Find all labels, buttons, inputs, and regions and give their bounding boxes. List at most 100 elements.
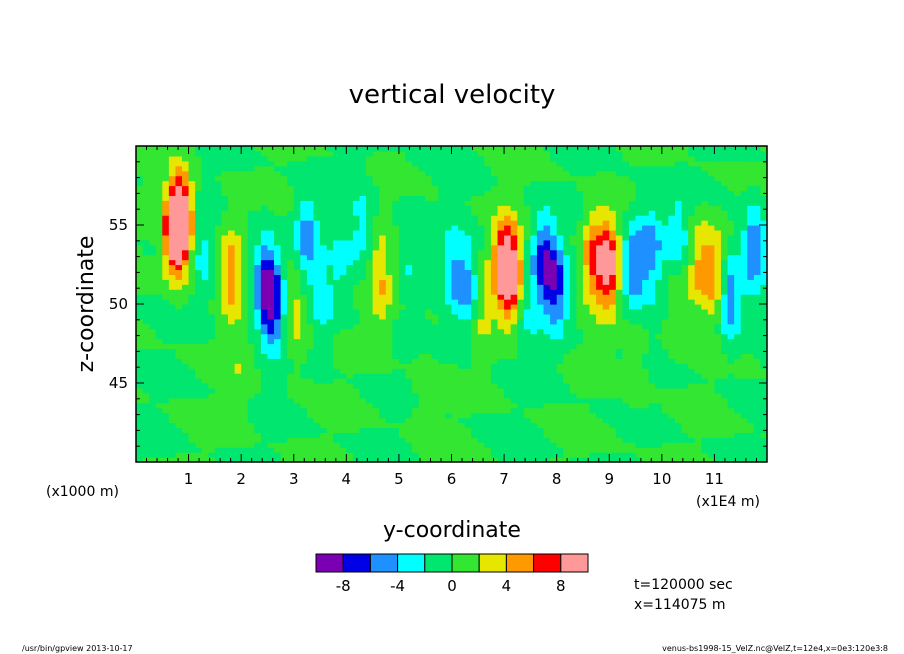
heatmap-cell [464,402,472,409]
heatmap-cell [747,442,755,448]
heatmap-cell [228,249,236,256]
heatmap-cell [201,264,209,271]
heatmap-cell [451,407,459,414]
heatmap-cell [320,363,328,369]
heatmap-cell [346,220,354,226]
heatmap-cell [267,402,275,409]
heatmap-cell [477,422,485,429]
heatmap-cell [162,437,170,443]
heatmap-cell [326,249,334,256]
heatmap-cell [622,323,630,330]
heatmap-cell [668,407,676,414]
heatmap-cell [385,447,393,453]
heatmap-cell [576,432,584,438]
heatmap-cell [497,229,505,236]
heatmap-cell [214,363,223,369]
heatmap-cell [628,328,637,335]
heatmap-cell [661,422,669,429]
heatmap-cell [274,397,282,404]
heatmap-cell [477,353,485,359]
heatmap-cell [497,239,505,246]
heatmap-cell [740,294,748,300]
heatmap-cell [320,457,328,462]
heatmap-cell [274,348,282,354]
heatmap-cell [582,387,591,394]
heatmap-cell [589,284,597,290]
heatmap-cell [208,304,216,310]
heatmap-cell [615,437,623,443]
heatmap-cell [155,343,163,350]
heatmap-cell [740,383,748,389]
heatmap-cell [320,313,328,320]
heatmap-cell [471,284,479,290]
heatmap-cell [569,417,577,424]
heatmap-cell [320,373,328,379]
heatmap-cell [701,437,709,443]
heatmap-cell [589,254,597,261]
heatmap-cell [195,363,203,369]
heatmap-cell [346,387,354,394]
heatmap-cell [136,363,144,369]
heatmap-cell [464,363,472,369]
heatmap-cell [234,294,242,300]
heatmap-cell [300,432,308,438]
heatmap-cell [372,318,380,325]
heatmap-cell [530,323,538,330]
heatmap-cell [628,373,637,379]
heatmap-cell [569,353,577,359]
heatmap-cell [247,304,255,310]
heatmap-cell [214,343,223,350]
heatmap-cell [398,422,407,429]
heatmap-cell [523,304,531,310]
heatmap-cell [195,289,203,295]
heatmap-cell [642,328,650,335]
heatmap-cell [655,220,663,226]
heatmap-cell [405,383,413,389]
heatmap-cell [504,254,512,261]
heatmap-cell [635,294,643,300]
heatmap-cell [523,407,531,414]
heatmap-cell [550,313,558,320]
heatmap-cell [221,407,229,414]
heatmap-cell [339,392,347,399]
heatmap-cell [333,368,341,374]
heatmap-cell [221,299,229,305]
heatmap-cell [451,343,459,350]
heatmap-cell [142,402,150,409]
heatmap-cell [149,220,157,226]
heatmap-cell [497,348,505,354]
heatmap-cell [333,318,341,325]
heatmap-cell [326,220,334,226]
heatmap-cell [517,447,525,453]
heatmap-cell [536,289,545,295]
heatmap-cell [254,402,262,409]
heatmap-cell [635,417,643,424]
heatmap-cell [720,387,729,394]
heatmap-cell [497,279,505,285]
heatmap-cell [418,289,426,295]
heatmap-cell [543,358,551,364]
heatmap-cell [392,254,400,261]
heatmap-cell [622,308,630,315]
heatmap-cell [550,254,558,261]
heatmap-cell [471,239,479,246]
heatmap-cell [333,343,341,350]
heatmap-cell [661,437,669,443]
heatmap-cell [543,299,551,305]
heatmap-cell [688,234,696,241]
heatmap-cell [313,392,321,399]
heatmap-cell [247,318,255,325]
heatmap-cell [168,215,177,221]
heatmap-cell [412,269,420,275]
heatmap-cell [458,313,466,320]
heatmap-cell [155,442,163,448]
heatmap-cell [609,304,617,310]
heatmap-cell [444,447,453,453]
heatmap-cell [734,368,742,374]
heatmap-cell [155,308,163,315]
heatmap-cell [642,338,650,345]
heatmap-cell [707,333,716,340]
heatmap-cell [655,284,663,290]
heatmap-cell [714,378,722,384]
